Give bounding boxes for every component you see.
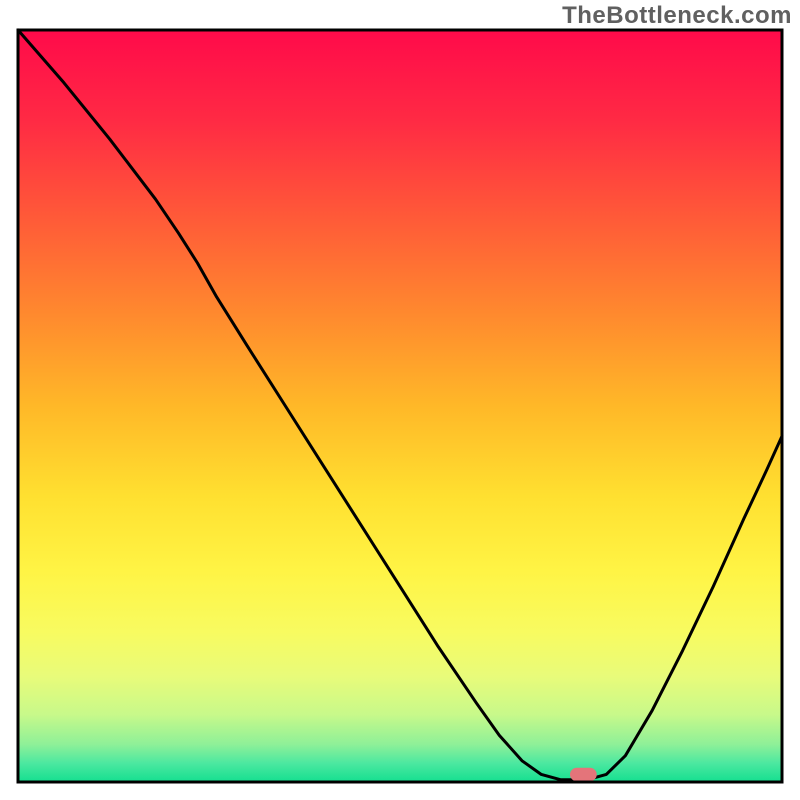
bottleneck-chart [0, 0, 800, 800]
plot-background [18, 30, 782, 782]
chart-container: TheBottleneck.com [0, 0, 800, 800]
optimal-marker [570, 768, 597, 782]
watermark-text: TheBottleneck.com [562, 2, 792, 30]
